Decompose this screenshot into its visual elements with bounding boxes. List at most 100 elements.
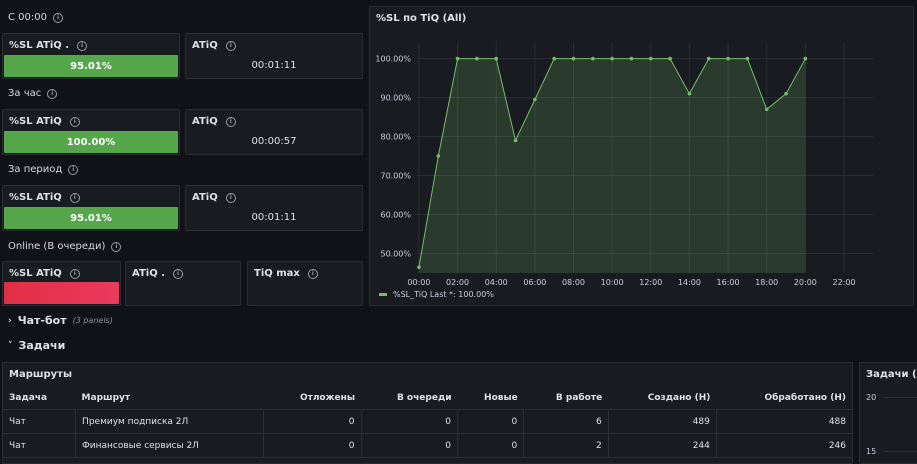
routes-panel-title: Маршруты [9, 369, 72, 380]
x-tick-label: 00:00 [407, 278, 430, 287]
atiq-panel-title: ATiQ i [192, 116, 236, 127]
data-point [591, 56, 595, 61]
column-header[interactable]: В очереди [361, 387, 458, 410]
table-cell: 0 [457, 433, 525, 458]
sl-atiq-panel[interactable]: %SL ATiQ i 100.00% [2, 109, 180, 155]
info-icon[interactable]: i [68, 164, 79, 175]
column-header[interactable]: Задача [3, 387, 76, 410]
atiq-value: 00:01:11 [251, 60, 297, 71]
info-icon[interactable]: i [225, 116, 236, 127]
online-atiq-label: ATiQ . [132, 268, 165, 279]
atiq-panel-title: ATiQ i [192, 192, 236, 203]
y-tick-label: 60.00% [380, 211, 411, 220]
data-point [803, 56, 808, 61]
data-point [745, 56, 750, 61]
section-title-text: За час [8, 88, 42, 99]
online-sl-panel[interactable]: %SL ATiQ i [2, 261, 121, 306]
info-icon[interactable]: i [52, 12, 63, 23]
online-title-text: Online (В очереди) [8, 241, 106, 252]
routes-panel[interactable]: Маршруты Задача Маршрут Отложены В очереди Н… [2, 362, 853, 464]
info-icon[interactable]: i [307, 268, 318, 279]
info-icon[interactable]: i [77, 40, 88, 51]
sl-chart-panel[interactable]: %SL по TiQ (All) 50.00% 60.00% 70.00% 80.00… [369, 6, 914, 306]
data-point [513, 138, 518, 143]
data-point [571, 56, 576, 61]
sl-panel-title: %SL ATiQ . i [9, 40, 88, 51]
y-tick-label: 70.00% [380, 172, 411, 181]
online-tiq-label: TiQ max [254, 268, 300, 279]
data-point [706, 56, 711, 61]
info-icon[interactable]: i [69, 192, 80, 203]
sl-value-bar: 95.01% [4, 207, 178, 229]
atiq-panel[interactable]: ATiQ i 00:01:11 [185, 33, 363, 79]
atiq-label: ATiQ [192, 116, 218, 127]
column-header[interactable]: Обработано (Н) [716, 387, 852, 410]
data-point [668, 56, 672, 61]
data-point [436, 154, 441, 158]
atiq-label: ATiQ [192, 192, 218, 203]
atiq-panel[interactable]: ATiQ i 00:01:11 [185, 185, 363, 231]
info-icon[interactable]: i [173, 268, 183, 279]
chart-title-text: %SL по TiQ (All) [376, 13, 467, 24]
row-chatbot[interactable]: › Чат-бот (3 panels) [8, 314, 113, 327]
table-header-row: Задача Маршрут Отложены В очереди Новые В раб… [3, 387, 852, 410]
routes-table[interactable]: Задача Маршрут Отложены В очереди Новые В раб… [3, 387, 852, 458]
row-tasks[interactable]: ˅ Задачи [8, 339, 65, 352]
data-point [629, 56, 634, 61]
table-cell: 0 [361, 433, 459, 458]
y-tick-label: 100.00% [375, 55, 411, 64]
info-icon[interactable]: i [47, 88, 58, 99]
row-tasks-title: Задачи [18, 339, 66, 352]
data-point [552, 56, 556, 61]
info-icon[interactable]: i [111, 241, 122, 252]
data-point [784, 91, 788, 96]
online-atiq-panel[interactable]: ATiQ . i [125, 261, 241, 306]
column-header[interactable]: Новые [457, 387, 524, 410]
sl-panel-title: %SL ATiQ i [9, 116, 80, 127]
table-cell: 0 [263, 409, 362, 434]
chart-legend[interactable]: %SL_TiQ Last *: 100.00% [379, 290, 494, 299]
tasks-chart-panel[interactable]: Задачи (All 20 15 [859, 362, 917, 464]
info-icon[interactable]: i [69, 116, 80, 127]
chevron-right-icon: › [8, 315, 12, 326]
sl-atiq-panel[interactable]: %SL ATiQ . i 95.01% [2, 33, 180, 79]
info-icon[interactable]: i [69, 268, 80, 279]
online-tiq-max-panel[interactable]: TiQ max i [247, 261, 363, 306]
atiq-label: ATiQ [192, 40, 218, 51]
data-point [417, 265, 421, 269]
online-sl-label: %SL ATiQ [9, 268, 62, 279]
tasks-y-tick: 15 [866, 447, 877, 456]
table-row[interactable]: Чат Финансовые сервисы 2Л 0 0 0 2 244 246 [3, 433, 852, 458]
table-cell: Чат [3, 409, 77, 434]
section-title: С 00:00 i [8, 12, 63, 23]
table-row[interactable]: Чат Премиум подписка 2Л 0 0 0 6 489 488 [3, 409, 852, 434]
sl-value-bar: 95.01% [4, 55, 178, 77]
y-tick-label: 80.00% [380, 133, 411, 142]
x-tick-label: 20:00 [794, 278, 817, 287]
x-tick-label: 04:00 [485, 278, 508, 287]
x-tick-label: 08:00 [562, 278, 585, 287]
sl-atiq-panel[interactable]: %SL ATiQ i 95.01% [2, 185, 180, 231]
sl-label: %SL ATiQ . [9, 40, 70, 51]
x-tick-label: 14:00 [678, 278, 701, 287]
atiq-value: 00:00:57 [251, 136, 297, 147]
x-tick-label: 10:00 [601, 278, 624, 287]
sl-line-chart[interactable]: 50.00% 60.00% 70.00% 80.00% 90.00% 100.00% 00:… [370, 7, 913, 305]
legend-text: %SL_TiQ Last *: 100.00% [393, 290, 494, 299]
x-tick-label: 12:00 [639, 278, 662, 287]
atiq-value: 00:01:11 [251, 212, 297, 223]
online-tiq-title: TiQ max i [254, 268, 318, 279]
column-header[interactable]: Маршрут [75, 387, 264, 410]
column-header[interactable]: Отложены [263, 387, 362, 410]
info-icon[interactable]: i [225, 192, 236, 203]
table-cell: Чат [3, 433, 77, 458]
x-tick-label: 16:00 [717, 278, 740, 287]
column-header[interactable]: В работе [523, 387, 609, 410]
data-point [475, 56, 479, 61]
column-header[interactable]: Создано (Н) [608, 387, 717, 410]
atiq-panel[interactable]: ATiQ i 00:00:57 [185, 109, 363, 155]
table-cell: 0 [263, 433, 362, 458]
atiq-panel-title: ATiQ i [192, 40, 236, 51]
tasks-y-tick: 20 [866, 393, 877, 402]
info-icon[interactable]: i [225, 40, 236, 51]
